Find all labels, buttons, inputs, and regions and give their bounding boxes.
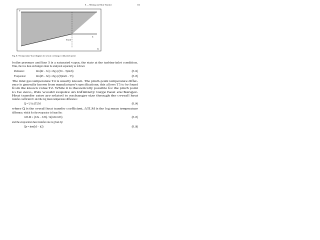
water-line (20, 33, 73, 47)
equation-label: Evaporator: (14, 75, 27, 78)
paragraph-line: to be zero, this would require an infini… (12, 91, 139, 94)
equation: Q̇ = U A ΔTLM (24, 102, 41, 106)
y-axis-label: T (19, 11, 21, 13)
equation-number: (8.13) (132, 75, 138, 78)
equation-number: (8.12) (132, 70, 138, 73)
paragraph-line: ence is generally known from manufacture… (12, 84, 139, 87)
equation: ΔTLM = (ΔTa − ΔTb) / ln(ΔTa/ΔTb) (24, 116, 63, 119)
shaded-region (21, 12, 97, 46)
page: 8 — Mixing and Heat Transfer 113 T Q Pin… (0, 0, 149, 198)
equation-number: (8.14) (132, 103, 138, 106)
body-text: boiler pressure and line 3 is a saturate… (12, 62, 139, 129)
paragraph-line: Heat transfer rates are related to excha… (12, 94, 138, 97)
paragraph-line: The inlet gas temperature T4 is usually … (12, 80, 138, 83)
figure: T Q Pinch E (16, 8, 102, 52)
paragraph-line: boiler pressure and line 3 is a saturate… (12, 62, 138, 65)
equation: ṁw(h3 − h2) = ṁg cp(Tpinch − T5) (36, 75, 74, 78)
equation-number: (8.15) (132, 116, 138, 119)
figure-caption: Fig. 8.7 Temperature-heat diagram for a … (12, 55, 76, 58)
equation: ṁw(h2 − h1) = ṁg cp(T4 − Tpinch) (36, 70, 74, 73)
paragraph-line: and the evaporation heat transfer rate i… (12, 121, 64, 124)
x-axis-label: Q (97, 49, 99, 51)
equation: Q̇e = ṁw(h3 − h2) (24, 125, 44, 129)
equation-label: Preheater: (14, 70, 25, 73)
paragraph-line: difference, which for the evaporator is … (12, 111, 63, 114)
figure-frame (16, 8, 102, 52)
end-label: E (92, 37, 94, 39)
paragraph-line: transfer coefficient U and the log mean … (12, 98, 78, 101)
paragraph-line: from the known value T2. While it is the… (12, 87, 138, 90)
running-header: 8 — Mixing and Heat Transfer (85, 4, 112, 7)
pinch-label: Pinch (66, 40, 72, 42)
paragraph-line: Thus, the two heat exchangers must be an… (12, 65, 86, 68)
page-number: 113 (137, 5, 141, 7)
paragraph-line: where Q̇ is the overall heat transfer co… (12, 107, 139, 111)
equation-number: (8.16) (132, 126, 138, 129)
